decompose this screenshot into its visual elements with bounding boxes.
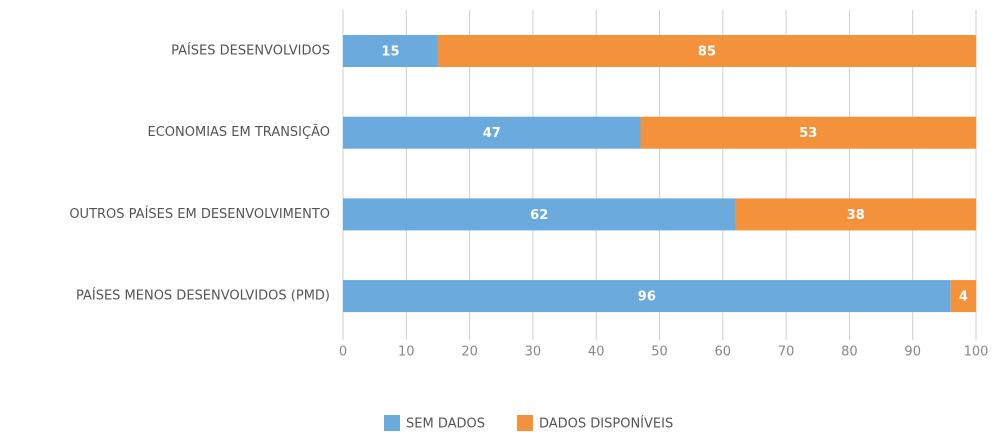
x-tick-label: 10 <box>398 345 415 360</box>
y-tick-label: ECONOMIAS EM TRANSIÇÃO <box>148 124 331 140</box>
bar-segment <box>640 116 976 149</box>
legend-swatch <box>516 415 533 431</box>
bar-segment <box>343 116 641 149</box>
x-tick-label: 90 <box>904 345 921 360</box>
bar-value-label: 47 <box>483 126 501 141</box>
x-tick-label: 50 <box>651 345 668 360</box>
x-tick-label: 80 <box>841 345 858 360</box>
x-tick-label: 60 <box>715 345 732 360</box>
bar-value-label: 38 <box>847 208 865 223</box>
x-tick-label: 70 <box>778 345 795 360</box>
x-tick-label: 100 <box>964 345 989 360</box>
x-tick-label: 0 <box>339 345 347 360</box>
bar-segment <box>950 280 976 313</box>
bar-segment <box>437 35 976 67</box>
y-tick-label: OUTROS PAÍSES EM DESENVOLVIMENTO <box>69 206 330 222</box>
bar-value-label: 85 <box>698 45 716 60</box>
legend-label: SEM DADOS <box>406 417 485 432</box>
y-tick-label: PAÍSES DESENVOLVIDOS <box>171 43 330 59</box>
legend-swatch <box>384 415 400 431</box>
legend-label: DADOS DISPONÍVEIS <box>539 416 673 432</box>
bar-value-label: 15 <box>381 45 399 60</box>
x-tick-label: 30 <box>525 345 542 360</box>
bar-segment <box>343 198 736 231</box>
bar-value-label: 4 <box>959 290 968 305</box>
bar-segment <box>735 198 976 231</box>
y-tick-label: PAÍSES MENOS DESENVOLVIDOS (PMD) <box>76 288 330 304</box>
x-tick-label: 40 <box>588 345 605 360</box>
bar-value-label: 62 <box>530 208 548 223</box>
bar-value-label: 53 <box>799 126 817 141</box>
bar-segment <box>343 35 438 67</box>
x-tick-label: 20 <box>461 345 478 360</box>
bar-segment <box>343 280 951 313</box>
bar-value-label: 96 <box>638 290 656 305</box>
